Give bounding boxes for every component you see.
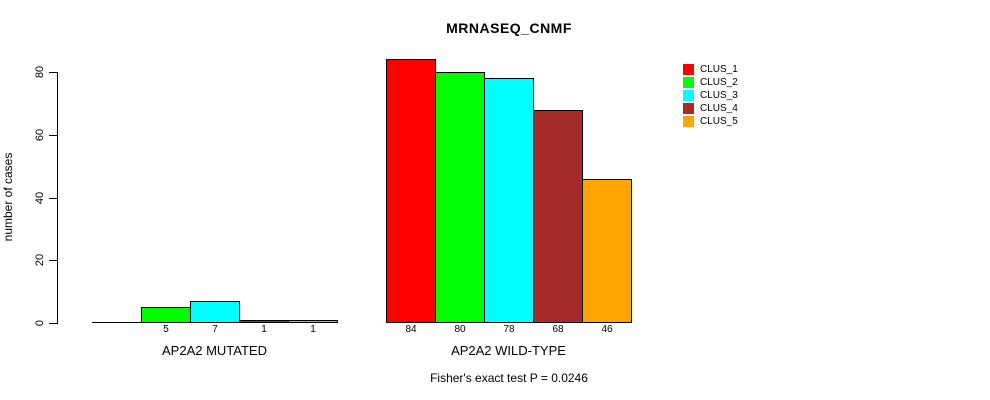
bar-clus_1-wildtype [386,59,436,323]
legend-label: CLUS_3 [700,90,738,101]
legend-swatch-clus_3 [683,90,694,101]
legend-swatch-clus_4 [683,103,694,114]
legend-swatch-clus_1 [683,64,694,75]
bar-clus_5-mutated [288,320,338,323]
y-axis-tick [49,72,57,73]
chart-title: MRNASEQ_CNMF [446,20,572,36]
y-axis-tick [49,198,57,199]
bar-value-label: 5 [163,324,169,335]
bar-value-label: 78 [503,324,515,335]
bar-value-label: 80 [454,324,466,335]
bar-value-label: 7 [212,324,218,335]
bar-clus_2-mutated [141,307,191,323]
legend-label: CLUS_1 [700,64,738,75]
y-tick-label: 40 [34,191,46,205]
bar-value-label: 68 [552,324,564,335]
legend-label: CLUS_5 [700,116,738,127]
x-group-label-mutated: AP2A2 MUTATED [162,343,267,358]
bar-clus_2-wildtype [435,72,485,323]
zero-value-bar-line [92,322,142,323]
bar-clus_4-wildtype [533,110,583,323]
y-tick-label: 0 [34,319,46,327]
bar-value-label: 1 [261,324,267,335]
y-tick-label: 20 [34,253,46,267]
legend-label: CLUS_2 [700,77,738,88]
legend-swatch-clus_2 [683,77,694,88]
legend-swatch-clus_5 [683,116,694,127]
bar-value-label: 46 [601,324,613,335]
x-group-label-wildtype: AP2A2 WILD-TYPE [451,343,566,358]
bar-clus_3-wildtype [484,78,534,323]
legend-label: CLUS_4 [700,103,738,114]
bar-value-label: 84 [405,324,417,335]
y-axis-tick [49,260,57,261]
fisher-test-annotation: Fisher's exact test P = 0.0246 [430,371,588,385]
bar-value-label: 1 [310,324,316,335]
bar-clus_3-mutated [190,301,240,323]
y-tick-label: 60 [34,128,46,142]
bar-clus_5-wildtype [582,179,632,323]
y-axis-tick [49,323,57,324]
y-tick-label: 80 [34,65,46,79]
y-axis-line [57,72,58,324]
y-axis-tick [49,135,57,136]
bar-clus_4-mutated [239,320,289,323]
